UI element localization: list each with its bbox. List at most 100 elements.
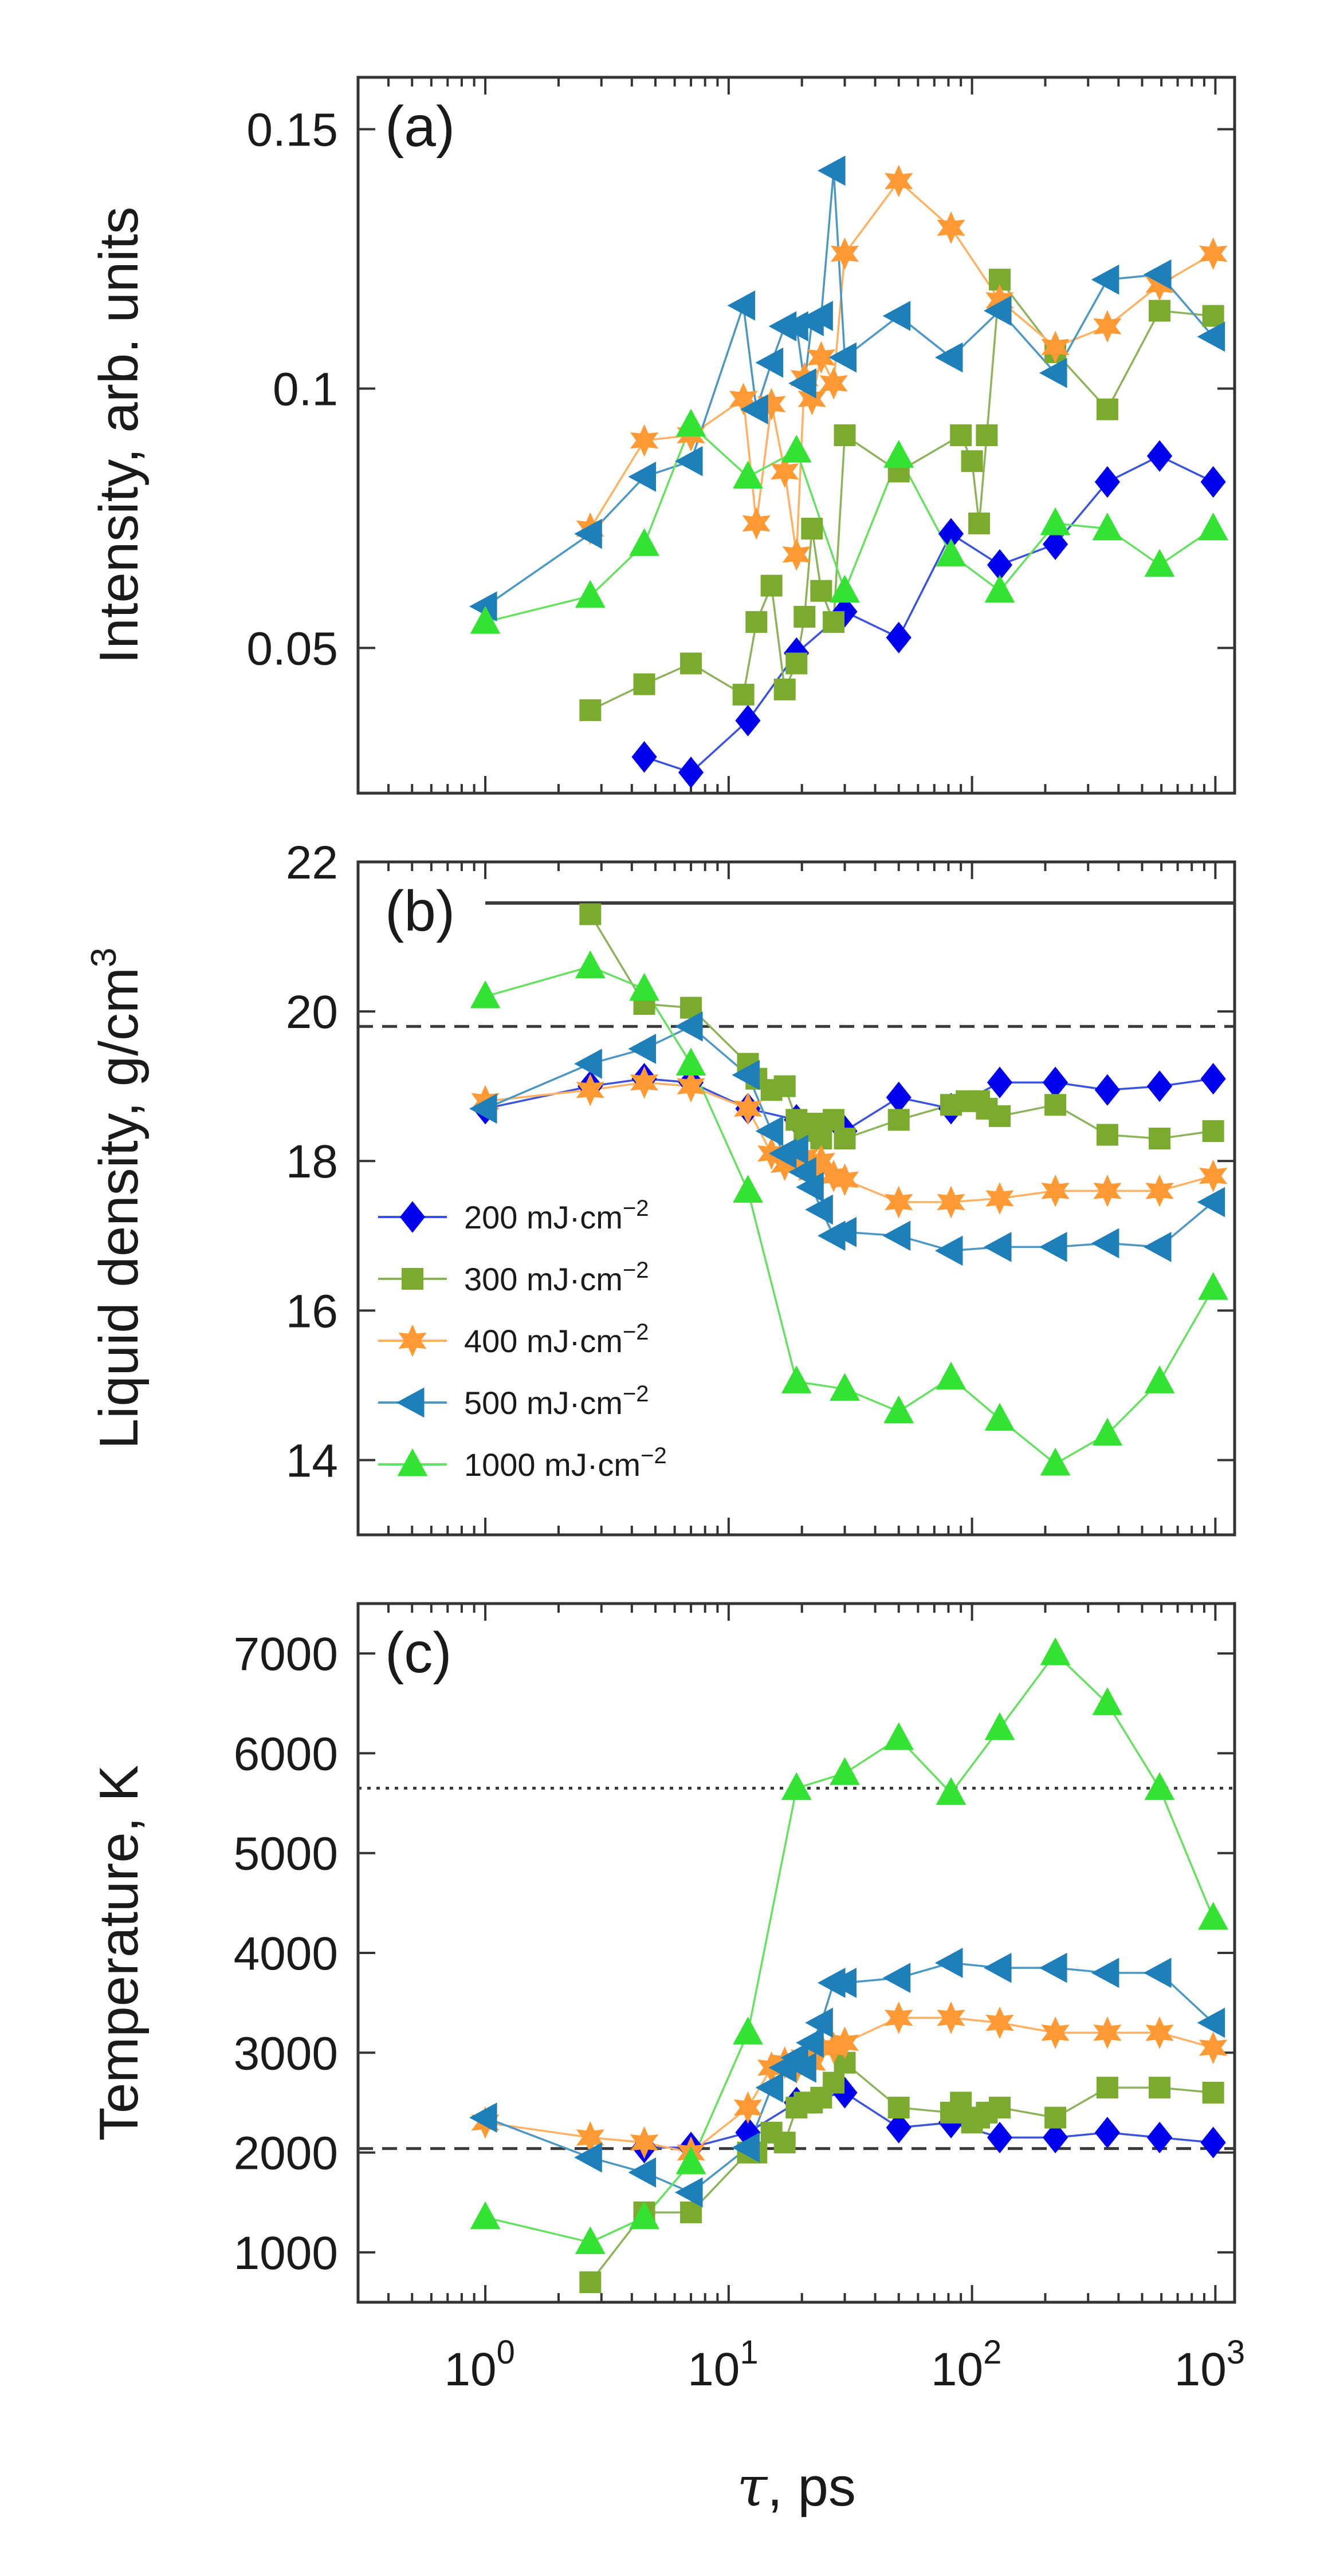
series-400-point (733, 1092, 763, 1125)
series-300-point (887, 2097, 910, 2119)
panel-b-ytick-label: 22 (286, 837, 338, 889)
series-1000-point (830, 1373, 860, 1401)
panel-c-ytick-label: 3000 (234, 2027, 338, 2079)
panel-b-frame (356, 860, 1236, 1537)
series-1000-point (883, 1722, 914, 1750)
series-200-point (1200, 466, 1226, 498)
legend-entry-text: 400 mJ·cm (464, 1323, 623, 1359)
xtick-label-base: 10 (931, 2343, 983, 2396)
series-1000-point (1092, 512, 1123, 541)
series-200-line (644, 2091, 1213, 2149)
series-1000-point (936, 1777, 967, 1805)
series-500-point (805, 2007, 833, 2038)
series-300-point (680, 652, 702, 675)
series-500-point (796, 2027, 824, 2058)
series-400-point (819, 367, 848, 400)
series-300-point (976, 424, 998, 446)
series-500-point (628, 2157, 657, 2188)
series-400-point (1093, 2016, 1122, 2049)
series-500-point (983, 1231, 1012, 1262)
series-1000-point (936, 538, 967, 566)
series-500-point (1091, 1957, 1119, 1988)
series-300-point (793, 606, 816, 628)
series-500-point (574, 2142, 602, 2173)
series-400-point (1041, 1174, 1070, 1207)
series-1000-point (1144, 1365, 1175, 1393)
panel-b-ylabel: Liquid density, g/cm3 (84, 948, 150, 1450)
series-400-point (742, 507, 771, 540)
series-1000-point (470, 2201, 501, 2230)
panel-a-ylabel: Intensity, arb. units (88, 207, 150, 664)
series-200-point (1094, 466, 1120, 498)
panel-b-ytick-label: 14 (286, 1435, 338, 1487)
series-1000-point (733, 1175, 763, 1203)
panel-c-temperature: 1000 2000 3000 4000 5000 6000 7000 Temperature,… (88, 1602, 1236, 2304)
legend-swatch-marker (402, 1268, 423, 1290)
panel-a-ytick-label: 0.15 (246, 104, 338, 156)
series-300-point (1202, 1120, 1224, 1142)
panel-c-ylabel: Temperature, K (88, 1765, 150, 2141)
series-1000-point (1144, 1772, 1175, 1800)
series-300-point (1202, 305, 1224, 327)
series-500-point (674, 2177, 703, 2208)
series-300-point (745, 611, 768, 633)
series-1000-point (781, 435, 812, 463)
series-200-point (886, 1081, 912, 1113)
series-1000-point (984, 1403, 1015, 1431)
legend-entry-superscript: −2 (623, 1258, 649, 1283)
series-500-point (469, 1093, 497, 1124)
series-500-point (755, 2072, 784, 2103)
legend-swatch-marker (397, 1448, 428, 1476)
series-500-point (983, 296, 1012, 326)
panel-a-ylabel-text: Intensity, arb. units (88, 207, 150, 664)
series-1000-point (575, 580, 606, 608)
series-400-point (885, 2001, 913, 2034)
xtick-label-exponent: 3 (1227, 2334, 1245, 2371)
series-300-point (633, 673, 655, 695)
series-300-point (834, 2051, 856, 2074)
panel-c-ytick-label: 5000 (234, 1828, 338, 1880)
series-300-point (773, 678, 796, 700)
series-400-point (782, 538, 811, 571)
series-500-point (628, 462, 657, 492)
xtick-label-exponent: 2 (983, 2334, 1001, 2371)
xtick-label-exponent: 1 (740, 2334, 758, 2371)
series-1000-point (984, 1712, 1015, 1740)
series-500-point (628, 1034, 657, 1064)
series-300-point (579, 903, 602, 925)
series-300-point (968, 512, 991, 534)
series-200-point (987, 2121, 1013, 2154)
series-300-point (1096, 398, 1118, 420)
legend-entry-text: 1000 mJ·cm (464, 1447, 641, 1483)
series-200-point (1094, 2117, 1120, 2149)
series-1000-point (1144, 549, 1175, 577)
series-1000-point (675, 408, 706, 437)
series-1000-point (1040, 1637, 1071, 1665)
series-300-point (989, 2097, 1011, 2119)
legend-swatch-marker (399, 1201, 426, 1233)
xtick-label-base: 10 (444, 2343, 496, 2396)
panel-c-label: (c) (385, 1621, 452, 1685)
series-500-point (1039, 1231, 1067, 1262)
series-400-point (757, 388, 786, 421)
series-300-point (773, 2132, 796, 2154)
series-500-point (674, 446, 703, 476)
series-300-point (1149, 300, 1171, 322)
series-500-point (828, 342, 857, 373)
series-500-point (828, 1216, 857, 1247)
series-400-point (1041, 2016, 1070, 2049)
series-300-point (1202, 2082, 1224, 2104)
series-200-point (1146, 1070, 1173, 1102)
series-400-point (576, 1073, 604, 1106)
series-400-point (1199, 1159, 1228, 1192)
series-500-point (674, 1011, 703, 1042)
xtick-label-base: 10 (687, 2343, 740, 2396)
series-500-point (574, 1049, 602, 1079)
series-500-point (882, 1963, 911, 1993)
series-1000-point (984, 574, 1015, 603)
x-axis-title-text: , ps (767, 2456, 856, 2518)
series-500-point (740, 394, 768, 425)
legend-swatch-marker (396, 1387, 425, 1418)
series-1000-point (781, 1772, 812, 1800)
